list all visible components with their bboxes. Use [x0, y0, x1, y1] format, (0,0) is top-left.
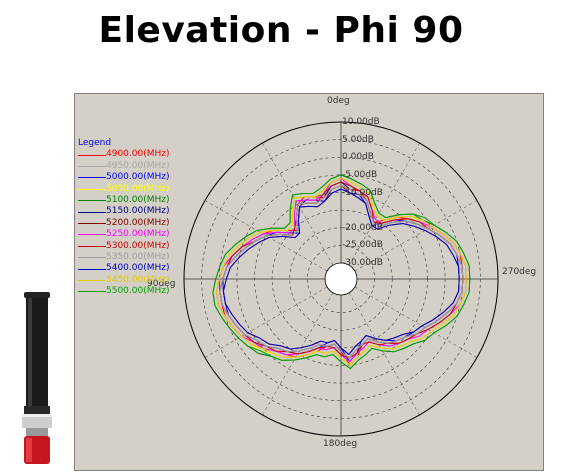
legend-label: 5350.00(MHz): [106, 252, 170, 263]
legend-swatch: [78, 245, 106, 247]
legend-item: 5450.00(MHz): [78, 275, 170, 286]
legend-item: 5200.00(MHz): [78, 218, 170, 229]
antenna-image: [22, 292, 52, 464]
legend-label: 5100.00(MHz): [106, 195, 170, 206]
legend-item: 5500.00(MHz): [78, 286, 170, 297]
legend: Legend 4900.00(MHz) 4950.00(MHz) 5000.00(M…: [78, 138, 170, 298]
legend-label: 5400.00(MHz): [106, 263, 170, 274]
legend-label: 5150.00(MHz): [106, 206, 170, 217]
legend-label: 5500.00(MHz): [106, 286, 170, 297]
legend-item: 5000.00(MHz): [78, 172, 170, 183]
radial-label: -10.00dB: [342, 187, 383, 198]
legend-swatch: [78, 234, 106, 236]
legend-swatch: [78, 177, 106, 179]
legend-swatch: [78, 291, 106, 293]
legend-item: 5400.00(MHz): [78, 263, 170, 274]
legend-item: 4950.00(MHz): [78, 161, 170, 172]
angle-label-180: 180deg: [323, 439, 358, 449]
radial-label: -30.00dB: [342, 258, 383, 268]
series-line-9: [219, 184, 464, 359]
radial-label: -25.00dB: [342, 240, 383, 251]
grid-spoke: [354, 286, 478, 358]
legend-item: 5300.00(MHz): [78, 241, 170, 252]
legend-item: 5100.00(MHz): [78, 195, 170, 206]
radial-label: 5.00dB: [342, 134, 374, 145]
legend-label: 5450.00(MHz): [106, 274, 170, 285]
radial-label: 10.00dB: [342, 117, 380, 127]
legend-label: 5300.00(MHz): [106, 240, 170, 251]
polar-chart: [183, 121, 499, 437]
center-hole: [324, 262, 358, 296]
legend-swatch: [78, 188, 106, 190]
page-title: Elevation - Phi 90: [98, 10, 464, 51]
radial-label: -5.00dB: [342, 169, 378, 180]
legend-item: 5050.00(MHz): [78, 184, 170, 195]
legend-title: Legend: [78, 138, 112, 148]
grid-spoke: [204, 286, 328, 358]
legend-item: 5350.00(MHz): [78, 252, 170, 263]
legend-item: 5250.00(MHz): [78, 229, 170, 240]
legend-item: 5150.00(MHz): [78, 206, 170, 217]
legend-label: 5050.00(MHz): [106, 183, 170, 194]
legend-swatch: [78, 154, 106, 156]
legend-label: 5000.00(MHz): [106, 172, 170, 183]
angle-label-270: 270deg: [502, 267, 537, 277]
legend-swatch: [78, 166, 106, 168]
series-line-12: [212, 174, 471, 370]
angle-label-90: 90deg: [147, 279, 176, 289]
legend-item: 4900.00(MHz): [78, 149, 170, 160]
legend-label: 5200.00(MHz): [106, 217, 170, 228]
radial-label: -20.00dB: [342, 222, 383, 233]
legend-swatch: [78, 200, 106, 202]
series-line-11: [215, 177, 467, 366]
series-line-10: [222, 188, 460, 356]
polar-plot-panel: 0deg 90deg 180deg 270deg 10.00dB 5.00dB 0.…: [74, 93, 544, 471]
legend-swatch: [78, 223, 106, 225]
angle-label-0: 0deg: [327, 96, 350, 106]
radial-label: 0.00dB: [342, 152, 374, 163]
legend-swatch: [78, 257, 106, 259]
legend-swatch: [78, 280, 106, 282]
legend-label: 5250.00(MHz): [106, 229, 170, 240]
legend-label: 4950.00(MHz): [106, 160, 170, 171]
legend-label: 4900.00(MHz): [106, 149, 170, 160]
legend-swatch: [78, 268, 106, 270]
legend-swatch: [78, 211, 106, 213]
